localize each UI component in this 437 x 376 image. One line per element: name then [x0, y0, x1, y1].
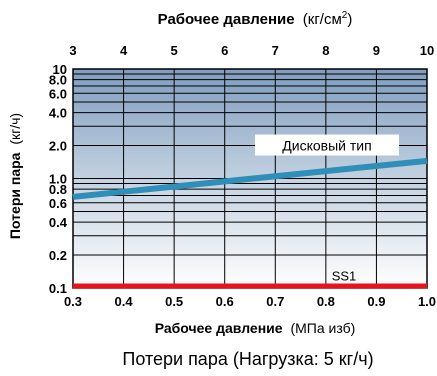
top-tick-label: 9	[373, 43, 380, 58]
x-tick-label: 0.5	[165, 294, 183, 309]
top-tick-label: 10	[420, 43, 434, 58]
x-tick-label: 0.6	[216, 294, 234, 309]
y-tick-label: 4.0	[49, 106, 67, 121]
series-label-ss1: SS1	[332, 269, 357, 284]
x-axis-ticks: 0.3 0.4 0.5 0.6 0.7 0.8 0.9 1.0	[64, 294, 436, 309]
y-tick-label: 8.0	[49, 73, 67, 88]
series-layer: Дисковый тип SS1	[72, 134, 428, 289]
x-tick-label: 0.4	[115, 294, 134, 309]
top-tick-label: 8	[322, 43, 329, 58]
x-tick-label: 0.3	[64, 294, 82, 309]
top-tick-label: 3	[69, 43, 76, 58]
y-tick-label: 2.0	[49, 139, 67, 154]
y-tick-label: 1.0	[49, 172, 67, 187]
top-axis-title: Рабочее давление (кг/см2)	[158, 10, 353, 28]
y-axis-title: Потери пара (кг/ч)	[7, 113, 23, 239]
series-line-1	[72, 157, 428, 200]
x-tick-label: 0.9	[367, 294, 385, 309]
x-tick-label: 0.7	[266, 294, 284, 309]
series-label-disc: Дисковый тип	[282, 138, 371, 154]
y-tick-label: 10	[53, 62, 67, 77]
x-tick-label: 0.8	[317, 294, 335, 309]
y-tick-label: 0.8	[49, 182, 67, 197]
chart-caption: Потери пара (Нагрузка: 5 кг/ч)	[122, 349, 373, 369]
top-tick-label: 6	[221, 43, 228, 58]
y-tick-label: 6.0	[49, 86, 67, 101]
top-tick-label: 7	[272, 43, 279, 58]
y-tick-label: 0.2	[49, 248, 67, 263]
y-tick-label: 0.1	[49, 281, 67, 296]
series-label-bg	[255, 134, 399, 156]
top-tick-label: 5	[171, 43, 178, 58]
y-tick-label: 0.6	[49, 196, 67, 211]
y-tick-label: 0.4	[49, 215, 68, 230]
top-tick-label: 4	[120, 43, 128, 58]
top-axis-ticks: 3 4 5 6 7 8 9 10	[69, 43, 434, 58]
y-axis-ticks: 108.06.0 4.0 2.0 1.00.80.6 0.4 0.2 0.1	[49, 62, 68, 296]
x-axis-title: Рабочее давление (МПа изб)	[155, 320, 356, 336]
x-tick-label: 1.0	[418, 294, 436, 309]
